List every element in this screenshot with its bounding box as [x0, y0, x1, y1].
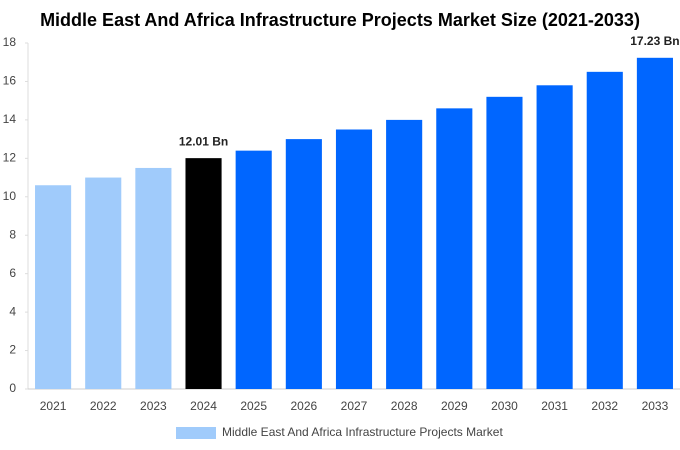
bar: [185, 158, 222, 389]
x-tick-label: 2024: [190, 399, 217, 413]
value-label: 12.01 Bn: [179, 134, 228, 148]
x-tick-label: 2021: [40, 399, 67, 413]
x-tick-label: 2028: [391, 399, 418, 413]
x-tick-label: 2026: [290, 399, 317, 413]
x-tick-label: 2025: [240, 399, 267, 413]
y-tick-label: 6: [9, 266, 16, 280]
y-tick-label: 18: [3, 35, 17, 49]
bar: [85, 177, 122, 389]
x-tick-label: 2031: [541, 399, 568, 413]
x-tick-label: 2027: [341, 399, 368, 413]
bar: [35, 185, 72, 389]
x-tick-label: 2023: [140, 399, 167, 413]
legend-label: Middle East And Africa Infrastructure Pr…: [222, 425, 503, 439]
y-tick-label: 14: [3, 112, 17, 126]
y-tick-label: 8: [9, 227, 16, 241]
x-tick-label: 2029: [441, 399, 468, 413]
chart-title: Middle East And Africa Infrastructure Pr…: [40, 10, 640, 30]
bar: [386, 119, 423, 389]
value-label: 17.23 Bn: [630, 34, 679, 48]
y-tick-label: 10: [3, 189, 17, 203]
bar: [486, 96, 523, 390]
y-tick-label: 12: [3, 151, 17, 165]
y-tick-label: 0: [9, 381, 16, 395]
bar: [436, 108, 473, 389]
y-tick-label: 2: [9, 343, 16, 357]
bar: [586, 71, 623, 389]
x-tick-label: 2033: [642, 399, 669, 413]
x-tick-label: 2032: [591, 399, 618, 413]
y-tick-label: 16: [3, 74, 17, 88]
x-tick-label: 2022: [90, 399, 117, 413]
bar: [285, 139, 322, 389]
bar: [235, 150, 272, 389]
x-tick-label: 2030: [491, 399, 518, 413]
bar: [135, 167, 172, 389]
legend-swatch: [176, 427, 216, 439]
y-tick-label: 4: [9, 304, 16, 318]
bar: [335, 129, 373, 389]
bar: [536, 85, 573, 390]
bar: [636, 57, 673, 389]
